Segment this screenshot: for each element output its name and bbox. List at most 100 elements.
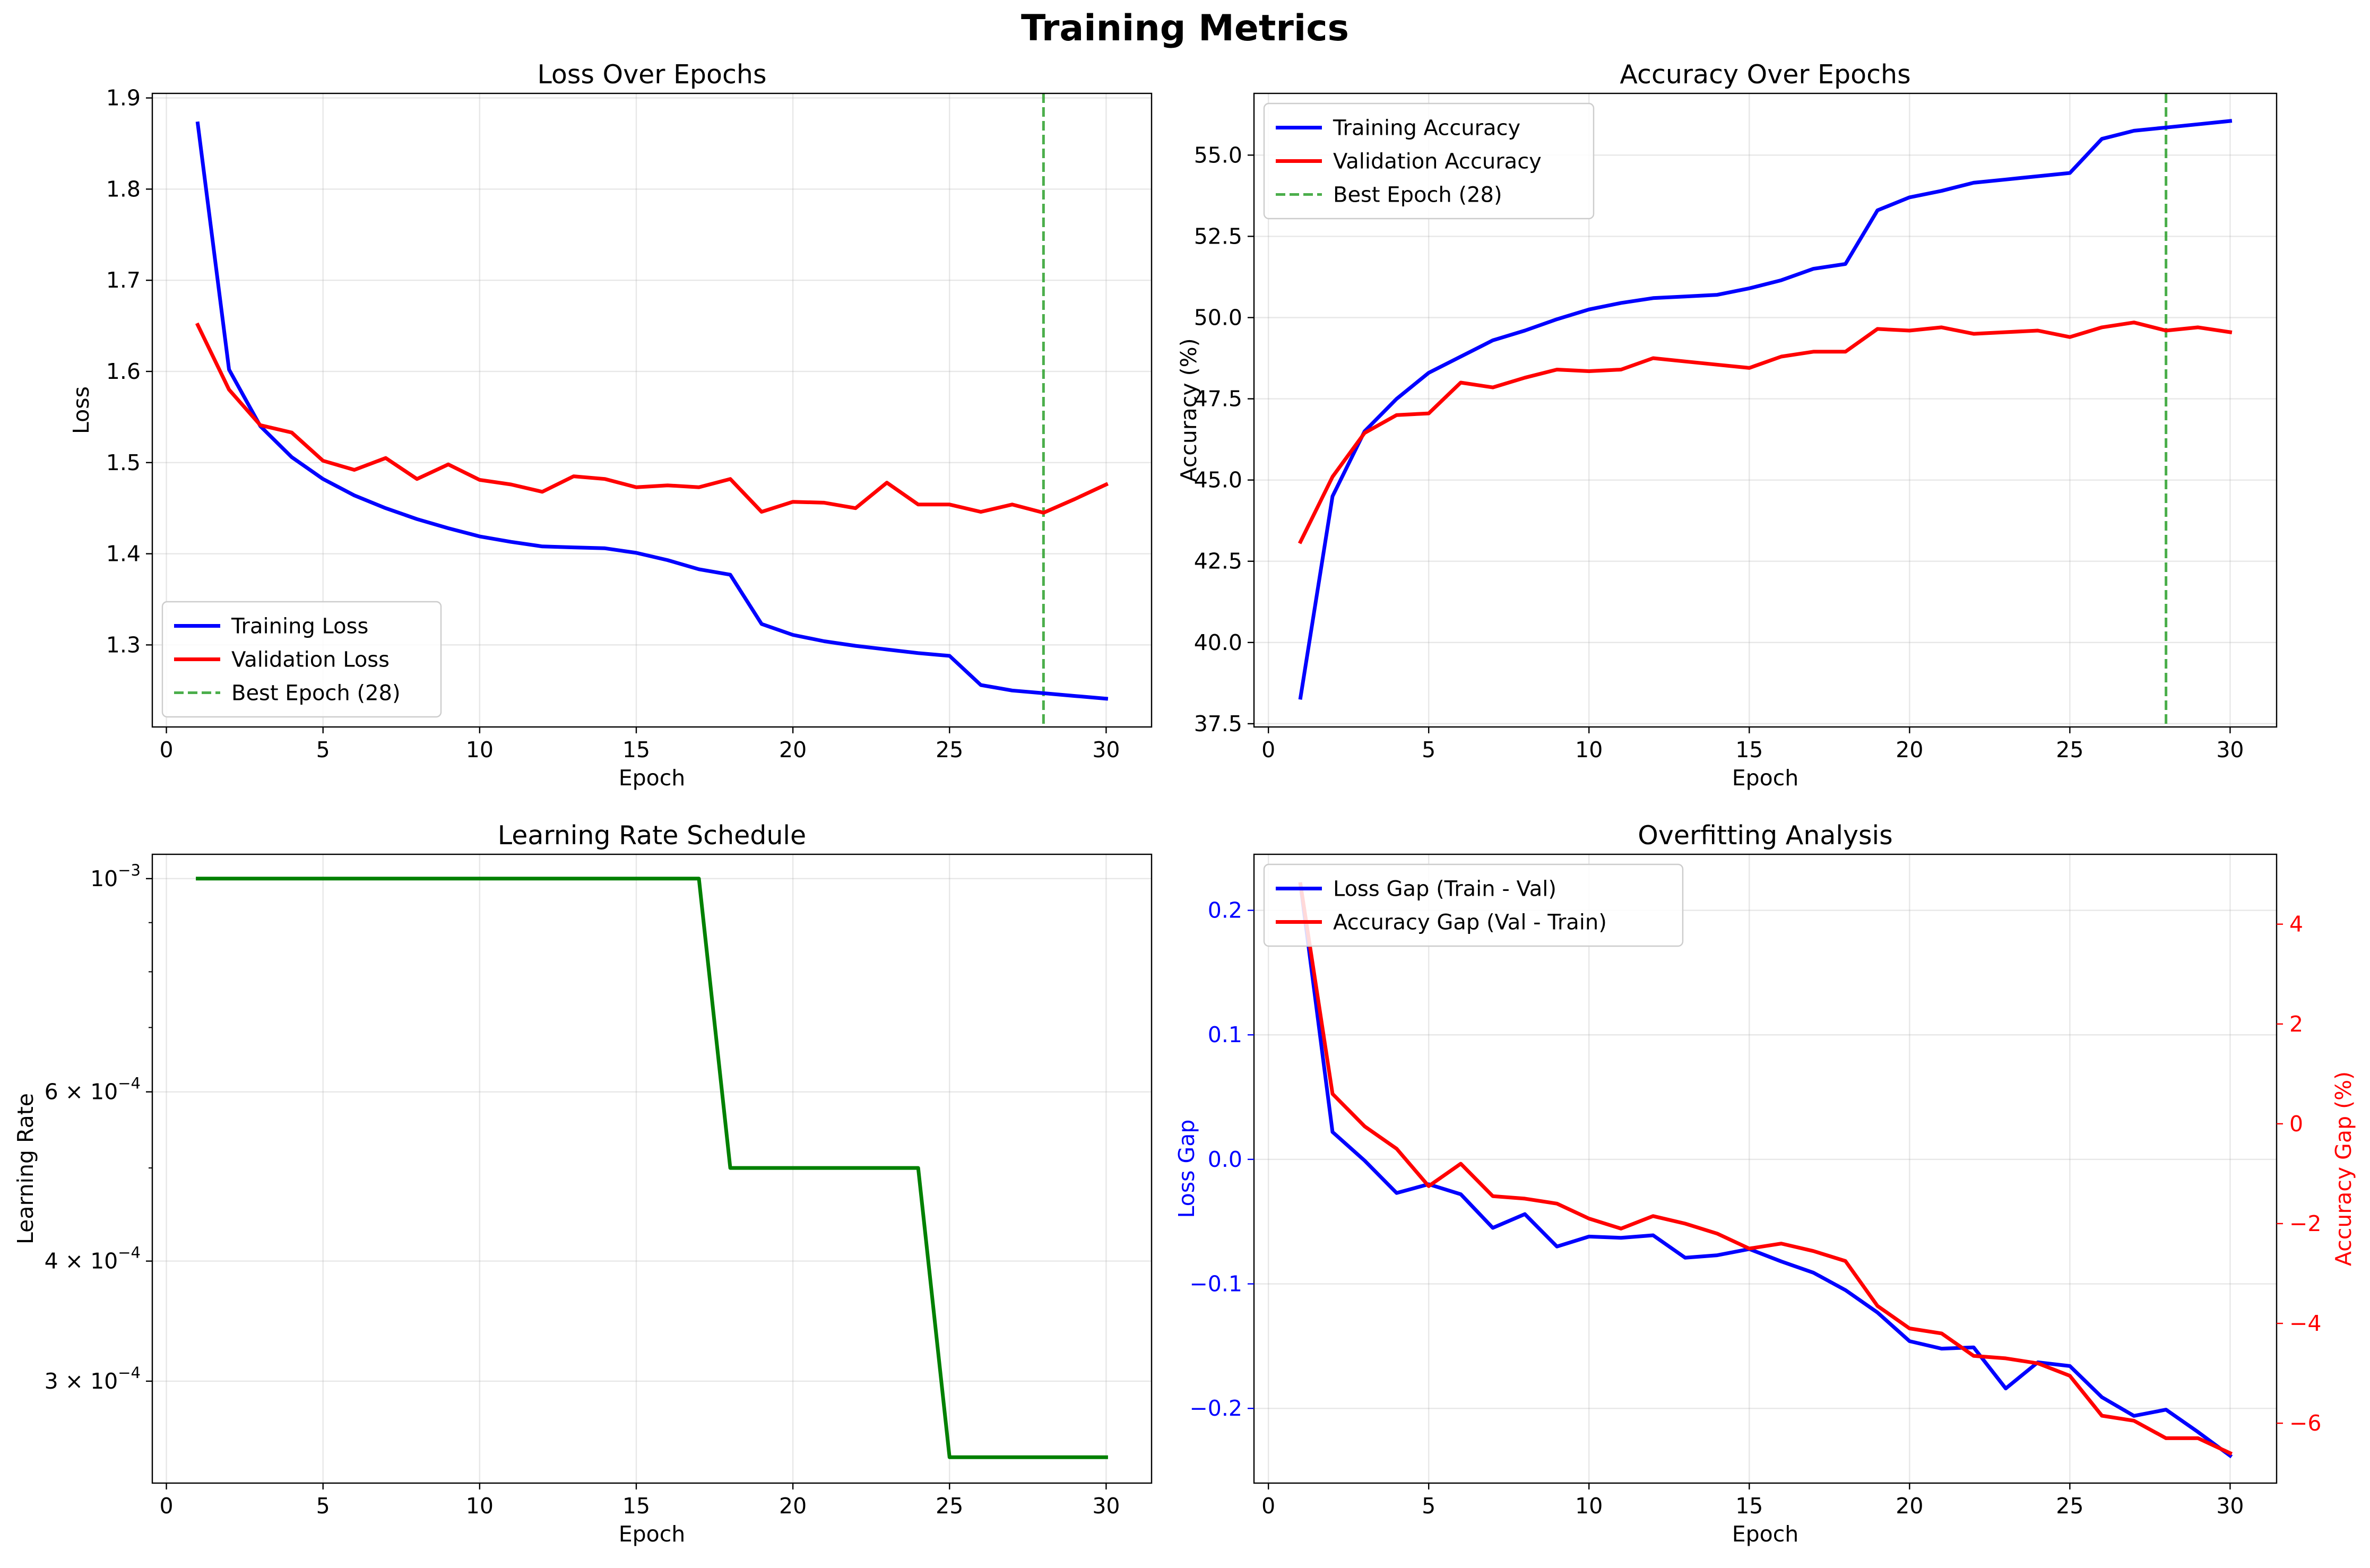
legend-label: Accuracy Gap (Val - Train)	[1333, 911, 1607, 935]
figure-title: Training Metrics	[1020, 7, 1350, 49]
axes-frame	[151, 92, 1153, 728]
y2-tick-label: −6	[2289, 1410, 2321, 1436]
x-tick-label: 30	[2216, 1493, 2244, 1519]
axes-frame	[1253, 92, 2278, 728]
series-line-1	[1298, 882, 2233, 1459]
y-tick-label: 4 × 10−4	[45, 1244, 141, 1274]
chart-title: Overfitting Analysis	[1638, 820, 1892, 851]
y-tick-label: 37.5	[1194, 711, 1242, 737]
grid	[152, 854, 1152, 1483]
y-tick-label: 0.2	[1208, 898, 1242, 923]
y-tick-label: 1.6	[106, 359, 141, 384]
x-tick-label: 10	[466, 737, 494, 763]
y-tick-label: 6 × 10−4	[45, 1075, 141, 1105]
chart-title: Loss Over Epochs	[537, 59, 766, 90]
x-tick-label: 0	[160, 737, 174, 763]
x-tick-label: 15	[622, 737, 650, 763]
x-axis-label: Epoch	[619, 1521, 686, 1547]
legend: Loss Gap (Train - Val) Accuracy Gap (Val …	[1263, 863, 1684, 947]
legend-label: Validation Accuracy	[1333, 150, 1542, 174]
grid	[1254, 854, 2277, 1483]
x-tick-label: 25	[2056, 1493, 2083, 1519]
legend: Training Accuracy Validation Accuracy Best…	[1263, 102, 1595, 220]
x-tick-label: 20	[1896, 737, 1923, 763]
axes-frame	[1253, 853, 2278, 1484]
series-line-2	[1298, 320, 2233, 544]
chart-panel-2: 0 5 10 15 20 25 30 37.5 40.0 42.5 45.0 47.5 50.0 52.5…	[1176, 59, 2278, 791]
x-tick-label: 0	[1261, 737, 1275, 763]
x-tick-label: 30	[2216, 737, 2244, 763]
x-axis-label: Epoch	[619, 765, 686, 791]
x-tick-label: 15	[1735, 737, 1763, 763]
y2-tick-label: 0	[2289, 1111, 2303, 1137]
y-tick-label: 1.9	[106, 85, 141, 111]
y-tick-label: 10−3	[90, 861, 141, 891]
series-line-1	[1298, 119, 2233, 700]
y-tick-label: 42.5	[1194, 549, 1242, 574]
y-tick-label: 47.5	[1194, 386, 1242, 412]
y2-tick-label: 4	[2289, 912, 2303, 937]
x-tick-label: 25	[936, 737, 963, 763]
x-axis-label: Epoch	[1732, 1521, 1799, 1547]
y-tick-label: 0.1	[1208, 1022, 1242, 1047]
x-tick-label: 10	[1575, 1493, 1603, 1519]
legend-box	[161, 601, 442, 718]
series-line-2	[1298, 882, 2233, 1456]
x-tick-label: 15	[1735, 1493, 1763, 1519]
y-tick-label: 1.8	[106, 176, 141, 202]
x-tick-label: 5	[316, 737, 330, 763]
y-tick-label: 0.0	[1208, 1147, 1242, 1172]
chart-panel-4: 0 5 10 15 20 25 30 −0.2 −0.1 0.0 0.1 0.2 −6 −4 −2 0 2 4 Ac…	[1174, 820, 2356, 1547]
x-tick-label: 25	[2056, 737, 2083, 763]
legend-label: Best Epoch (28)	[1333, 183, 1502, 207]
x-tick-label: 0	[1261, 1493, 1275, 1519]
x-tick-label: 20	[779, 1493, 807, 1519]
y-tick-label: 1.3	[106, 632, 141, 657]
y2-tick-label: −4	[2289, 1311, 2321, 1336]
x-tick-label: 0	[160, 1493, 174, 1519]
axes-frame	[151, 853, 1153, 1484]
y-tick-label: 45.0	[1194, 467, 1242, 493]
plot-area	[195, 93, 1109, 727]
x-tick-label: 30	[1092, 737, 1120, 763]
chart-title: Accuracy Over Epochs	[1620, 59, 1910, 90]
y-tick-label: 52.5	[1194, 223, 1242, 249]
x-tick-label: 10	[466, 1493, 494, 1519]
x-tick-label: 25	[936, 1493, 963, 1519]
y2-tick-label: 2	[2289, 1011, 2303, 1037]
y-tick-label: 3 × 10−4	[45, 1364, 141, 1394]
x-tick-label: 10	[1575, 737, 1603, 763]
legend: Training Loss Validation Loss Best Epoch (…	[161, 601, 442, 718]
legend-label: Validation Loss	[231, 648, 390, 672]
y-tick-label: −0.1	[1189, 1271, 1242, 1297]
y-tick-label: −0.2	[1189, 1396, 1242, 1421]
chart-panel-1: 0 5 10 15 20 25 30 1.3 1.4 1.5 1.6 1.7 1.8 1.9 Loss Ov…	[68, 59, 1153, 791]
x-tick-label: 20	[779, 737, 807, 763]
y-axis-label: Loss	[68, 386, 94, 434]
legend-label: Best Epoch (28)	[231, 681, 401, 706]
plot-area	[1298, 882, 2233, 1459]
y-axis-label: Learning Rate	[13, 1093, 38, 1244]
plot-area	[196, 877, 1108, 1459]
x-tick-label: 20	[1896, 1493, 1923, 1519]
y-axis-label: Loss Gap	[1174, 1120, 1199, 1218]
x-tick-label: 5	[1422, 1493, 1435, 1519]
y-tick-label: 1.7	[106, 267, 141, 293]
y-tick-label: 40.0	[1194, 630, 1242, 655]
series-line-1	[196, 877, 1108, 1459]
y-tick-label: 1.4	[106, 541, 141, 567]
chart-title: Learning Rate Schedule	[498, 820, 806, 851]
plot-area	[1298, 93, 2233, 727]
y-tick-label: 55.0	[1194, 142, 1242, 168]
legend-label: Loss Gap (Train - Val)	[1333, 877, 1556, 902]
x-tick-label: 30	[1092, 1493, 1120, 1519]
chart-panel-3: 0 5 10 15 20 25 30 10−3 6 × 10−4 4 × 10−4 3 × 10−4…	[13, 820, 1153, 1547]
y2-tick-label: −2	[2289, 1211, 2321, 1236]
legend-label: Training Accuracy	[1333, 116, 1520, 141]
y2-axis-label: Accuracy Gap (%)	[2331, 1071, 2356, 1266]
x-tick-label: 15	[622, 1493, 650, 1519]
y-axis-label: Accuracy (%)	[1176, 338, 1201, 482]
series-line-1	[195, 121, 1109, 701]
x-tick-label: 5	[1422, 737, 1435, 763]
